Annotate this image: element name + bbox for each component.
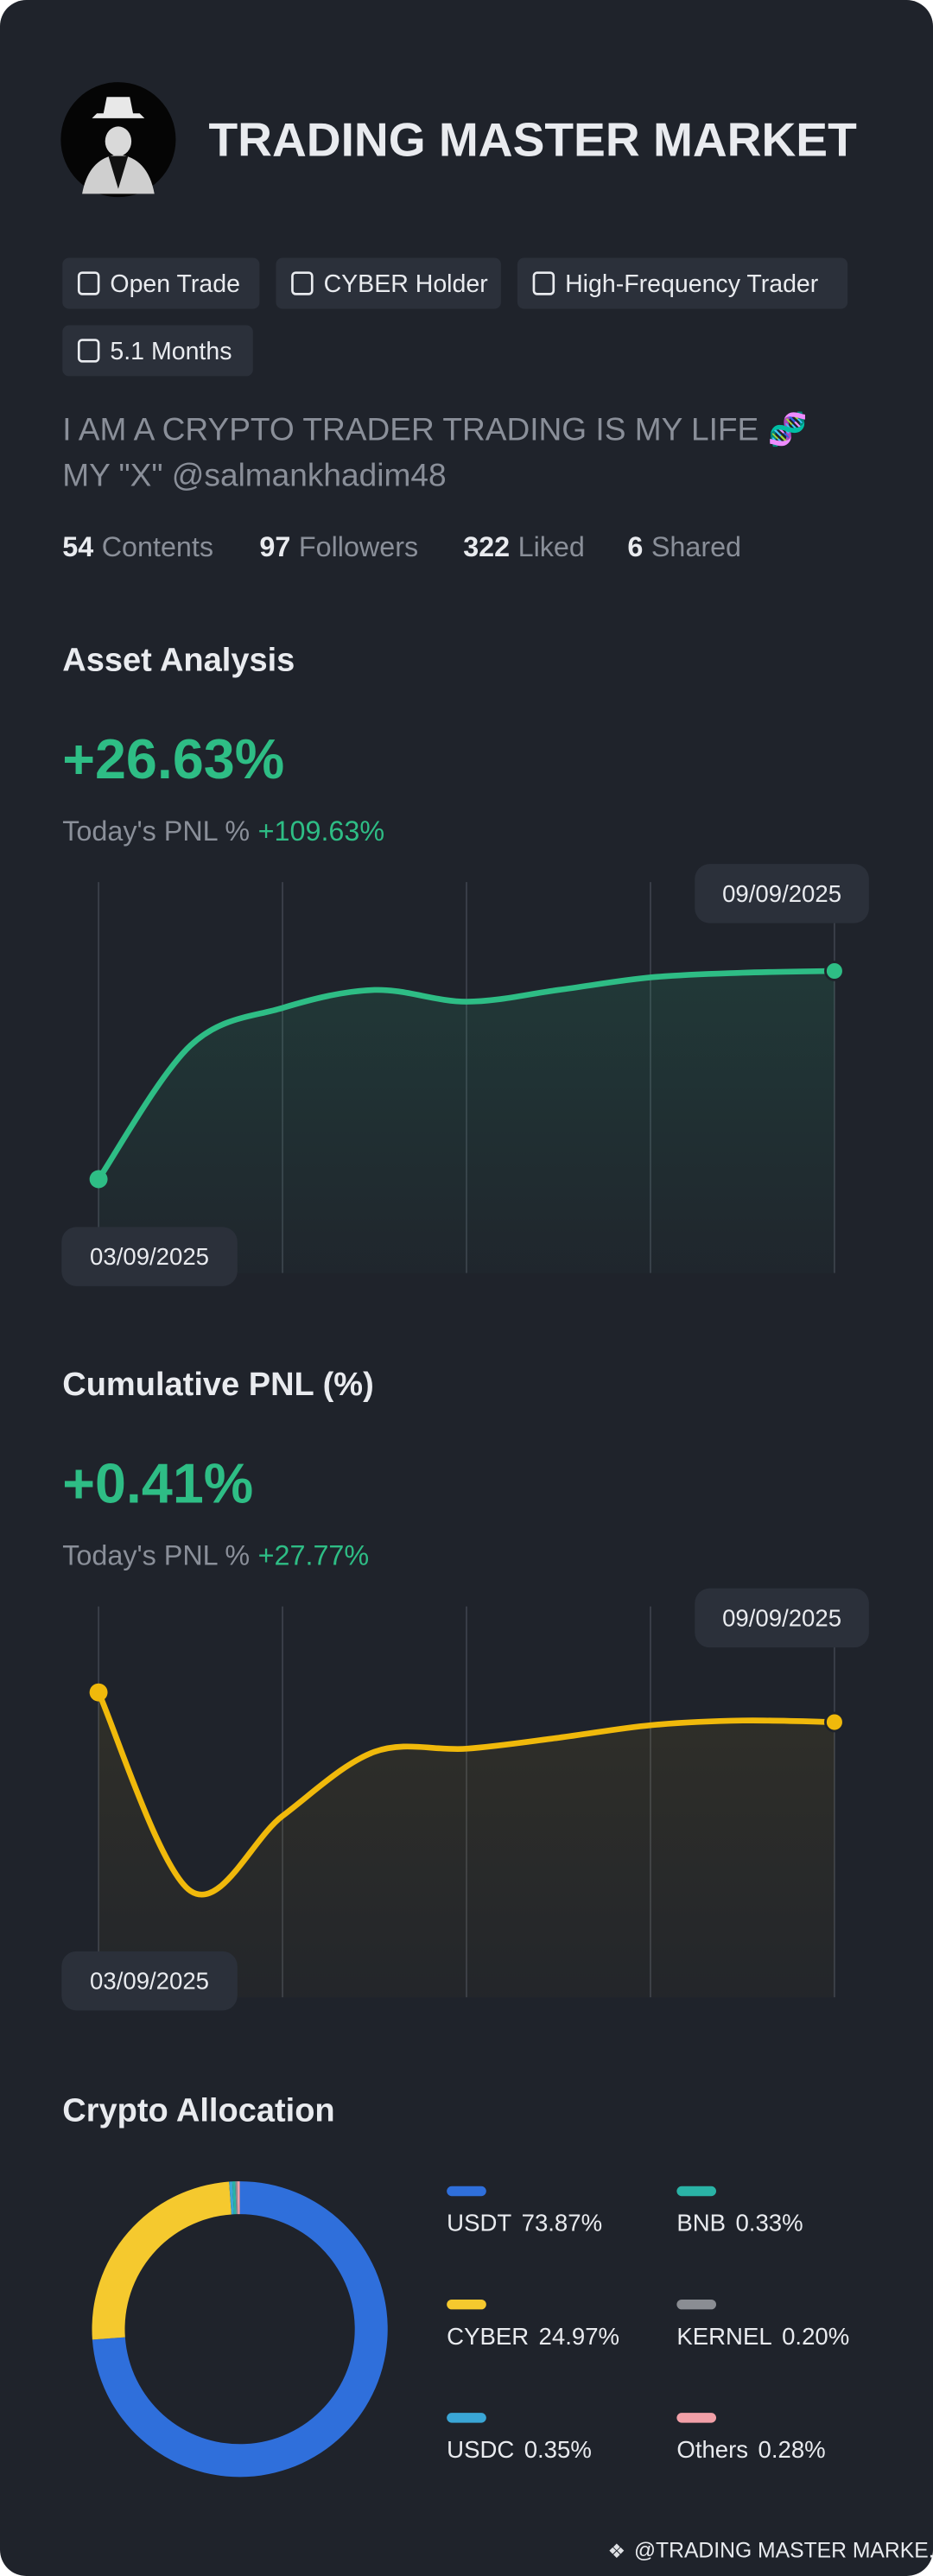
legend-value: 0.20%: [782, 2322, 849, 2349]
area: [98, 970, 835, 1273]
end-point: [824, 961, 845, 981]
date-tooltip: [695, 864, 869, 923]
stat-value: 97: [259, 531, 290, 562]
stat: 97 Followers: [259, 531, 418, 562]
stat-value: 322: [463, 531, 510, 562]
line: [95, 1689, 838, 1898]
tag-icon: [77, 271, 100, 295]
donut-slice: [229, 2181, 234, 2215]
legend-entry: Others 0.28%: [676, 2436, 825, 2463]
legend-name: USDT: [447, 2209, 511, 2236]
date-tooltip: [61, 1227, 238, 1286]
end-point: [824, 1711, 845, 1733]
legend-entry: BNB 0.33%: [676, 2209, 803, 2236]
pnl-value: +109.63%: [258, 815, 384, 847]
date-tooltip: [61, 1951, 238, 2011]
legend-swatch: [447, 2413, 486, 2423]
date-label: 03/09/2025: [90, 1968, 209, 1995]
donut-slice: [237, 2181, 240, 2215]
legend-swatch: [447, 2299, 486, 2310]
pnl-value: +27.77%: [258, 1540, 369, 1571]
bio-line: MY "X" @salmankhadim48: [62, 457, 446, 493]
avatar: [60, 82, 176, 198]
stat: 322 Liked: [463, 531, 585, 562]
footer-icon: ❖: [608, 2540, 625, 2562]
pnl-line: Today's PNL % +109.63%: [62, 815, 384, 847]
section-title: Crypto Allocation: [62, 2092, 334, 2129]
profile-name: TRADING MASTER MARKET: [208, 113, 857, 167]
stat: 54 Contents: [62, 531, 213, 562]
stat-value: 54: [62, 531, 93, 562]
tag-icon: [291, 271, 314, 295]
headline-value: +26.63%: [62, 727, 284, 790]
tag-label: 5.1 Months: [110, 338, 232, 365]
legend-entry: USDT 73.87%: [447, 2209, 602, 2236]
pnl-label: Today's PNL %: [62, 815, 250, 847]
legend-value: 24.97%: [539, 2322, 619, 2349]
tag-chip: [517, 257, 848, 309]
legend-value: 0.35%: [524, 2436, 592, 2463]
section-title: Asset Analysis: [62, 642, 295, 678]
legend-name: KERNEL: [676, 2322, 771, 2349]
start-point: [89, 1170, 108, 1189]
footer: @TRADING MASTER MARKE...: [634, 2539, 933, 2562]
tag-chip: [276, 257, 501, 309]
bio-line: I AM A CRYPTO TRADER TRADING IS MY LIFE …: [62, 409, 807, 448]
legend-name: USDC: [447, 2436, 514, 2463]
date-label: 03/09/2025: [90, 1243, 209, 1270]
pnl-line: Today's PNL % +27.77%: [62, 1540, 369, 1571]
tag-icon: [77, 339, 100, 363]
pnl-label: Today's PNL %: [62, 1540, 250, 1571]
legend-swatch: [676, 2186, 717, 2197]
tag-icon: [532, 271, 555, 295]
legend-swatch: [676, 2299, 717, 2310]
stat-value: 6: [627, 531, 643, 562]
legend-swatch: [676, 2413, 717, 2423]
stat-label: Contents: [102, 531, 213, 562]
stat: 6 Shared: [627, 531, 741, 562]
tag-label: High-Frequency Trader: [565, 270, 819, 298]
donut-slice: [235, 2181, 238, 2215]
headline-value: +0.41%: [62, 1451, 253, 1514]
section-title: Cumulative PNL (%): [62, 1367, 374, 1403]
stat-label: Followers: [299, 531, 418, 562]
legend-name: BNB: [676, 2209, 726, 2236]
legend-value: 0.28%: [758, 2436, 826, 2463]
line: [95, 968, 838, 1183]
legend-value: 0.33%: [735, 2209, 803, 2236]
legend-name: CYBER: [447, 2322, 529, 2349]
date-label: 09/09/2025: [722, 880, 841, 907]
legend-entry: KERNEL 0.20%: [676, 2322, 849, 2349]
legend-swatch: [447, 2186, 486, 2197]
legend-entry: USDC 0.35%: [447, 2436, 592, 2463]
date-tooltip: [695, 1588, 869, 1648]
tag-label: Open Trade: [110, 270, 240, 298]
legend-entry: CYBER 24.97%: [447, 2322, 619, 2349]
donut-slice: [232, 2181, 237, 2215]
start-point: [89, 1683, 108, 1702]
tag-label: CYBER Holder: [324, 270, 489, 298]
area: [98, 1692, 835, 1998]
donut-slice: [92, 2181, 232, 2340]
tag-chip: [62, 325, 253, 377]
tag-chip: [62, 257, 260, 309]
date-label: 09/09/2025: [722, 1604, 841, 1631]
legend-name: Others: [676, 2436, 748, 2463]
stat-label: Liked: [518, 531, 585, 562]
legend-value: 73.87%: [522, 2209, 602, 2236]
stat-label: Shared: [651, 531, 741, 562]
